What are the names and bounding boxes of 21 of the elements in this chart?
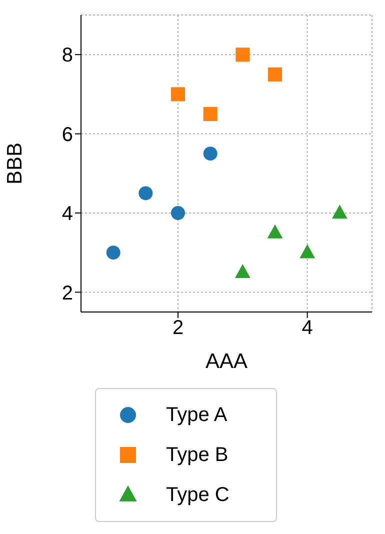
point: [171, 87, 185, 102]
point: [332, 204, 348, 219]
point: [203, 146, 218, 161]
legend-label: Type C: [166, 484, 230, 506]
y-tick-label: 2: [62, 282, 73, 304]
point: [171, 206, 185, 220]
y-tick-label: 8: [62, 44, 73, 67]
legend-label: Type A: [166, 404, 228, 426]
x-axis-title: AAA: [205, 350, 248, 373]
point: [138, 186, 153, 200]
point: [234, 264, 250, 278]
legend-label: Type B: [166, 444, 228, 466]
y-tick-label: 6: [62, 124, 73, 146]
point: [236, 48, 250, 62]
y-axis-title: BBB: [3, 142, 26, 185]
point: [268, 67, 282, 82]
point: [106, 246, 120, 260]
point: [300, 244, 316, 258]
point: [203, 107, 218, 121]
y-tick-label: 4: [62, 203, 73, 226]
point: [267, 224, 283, 238]
